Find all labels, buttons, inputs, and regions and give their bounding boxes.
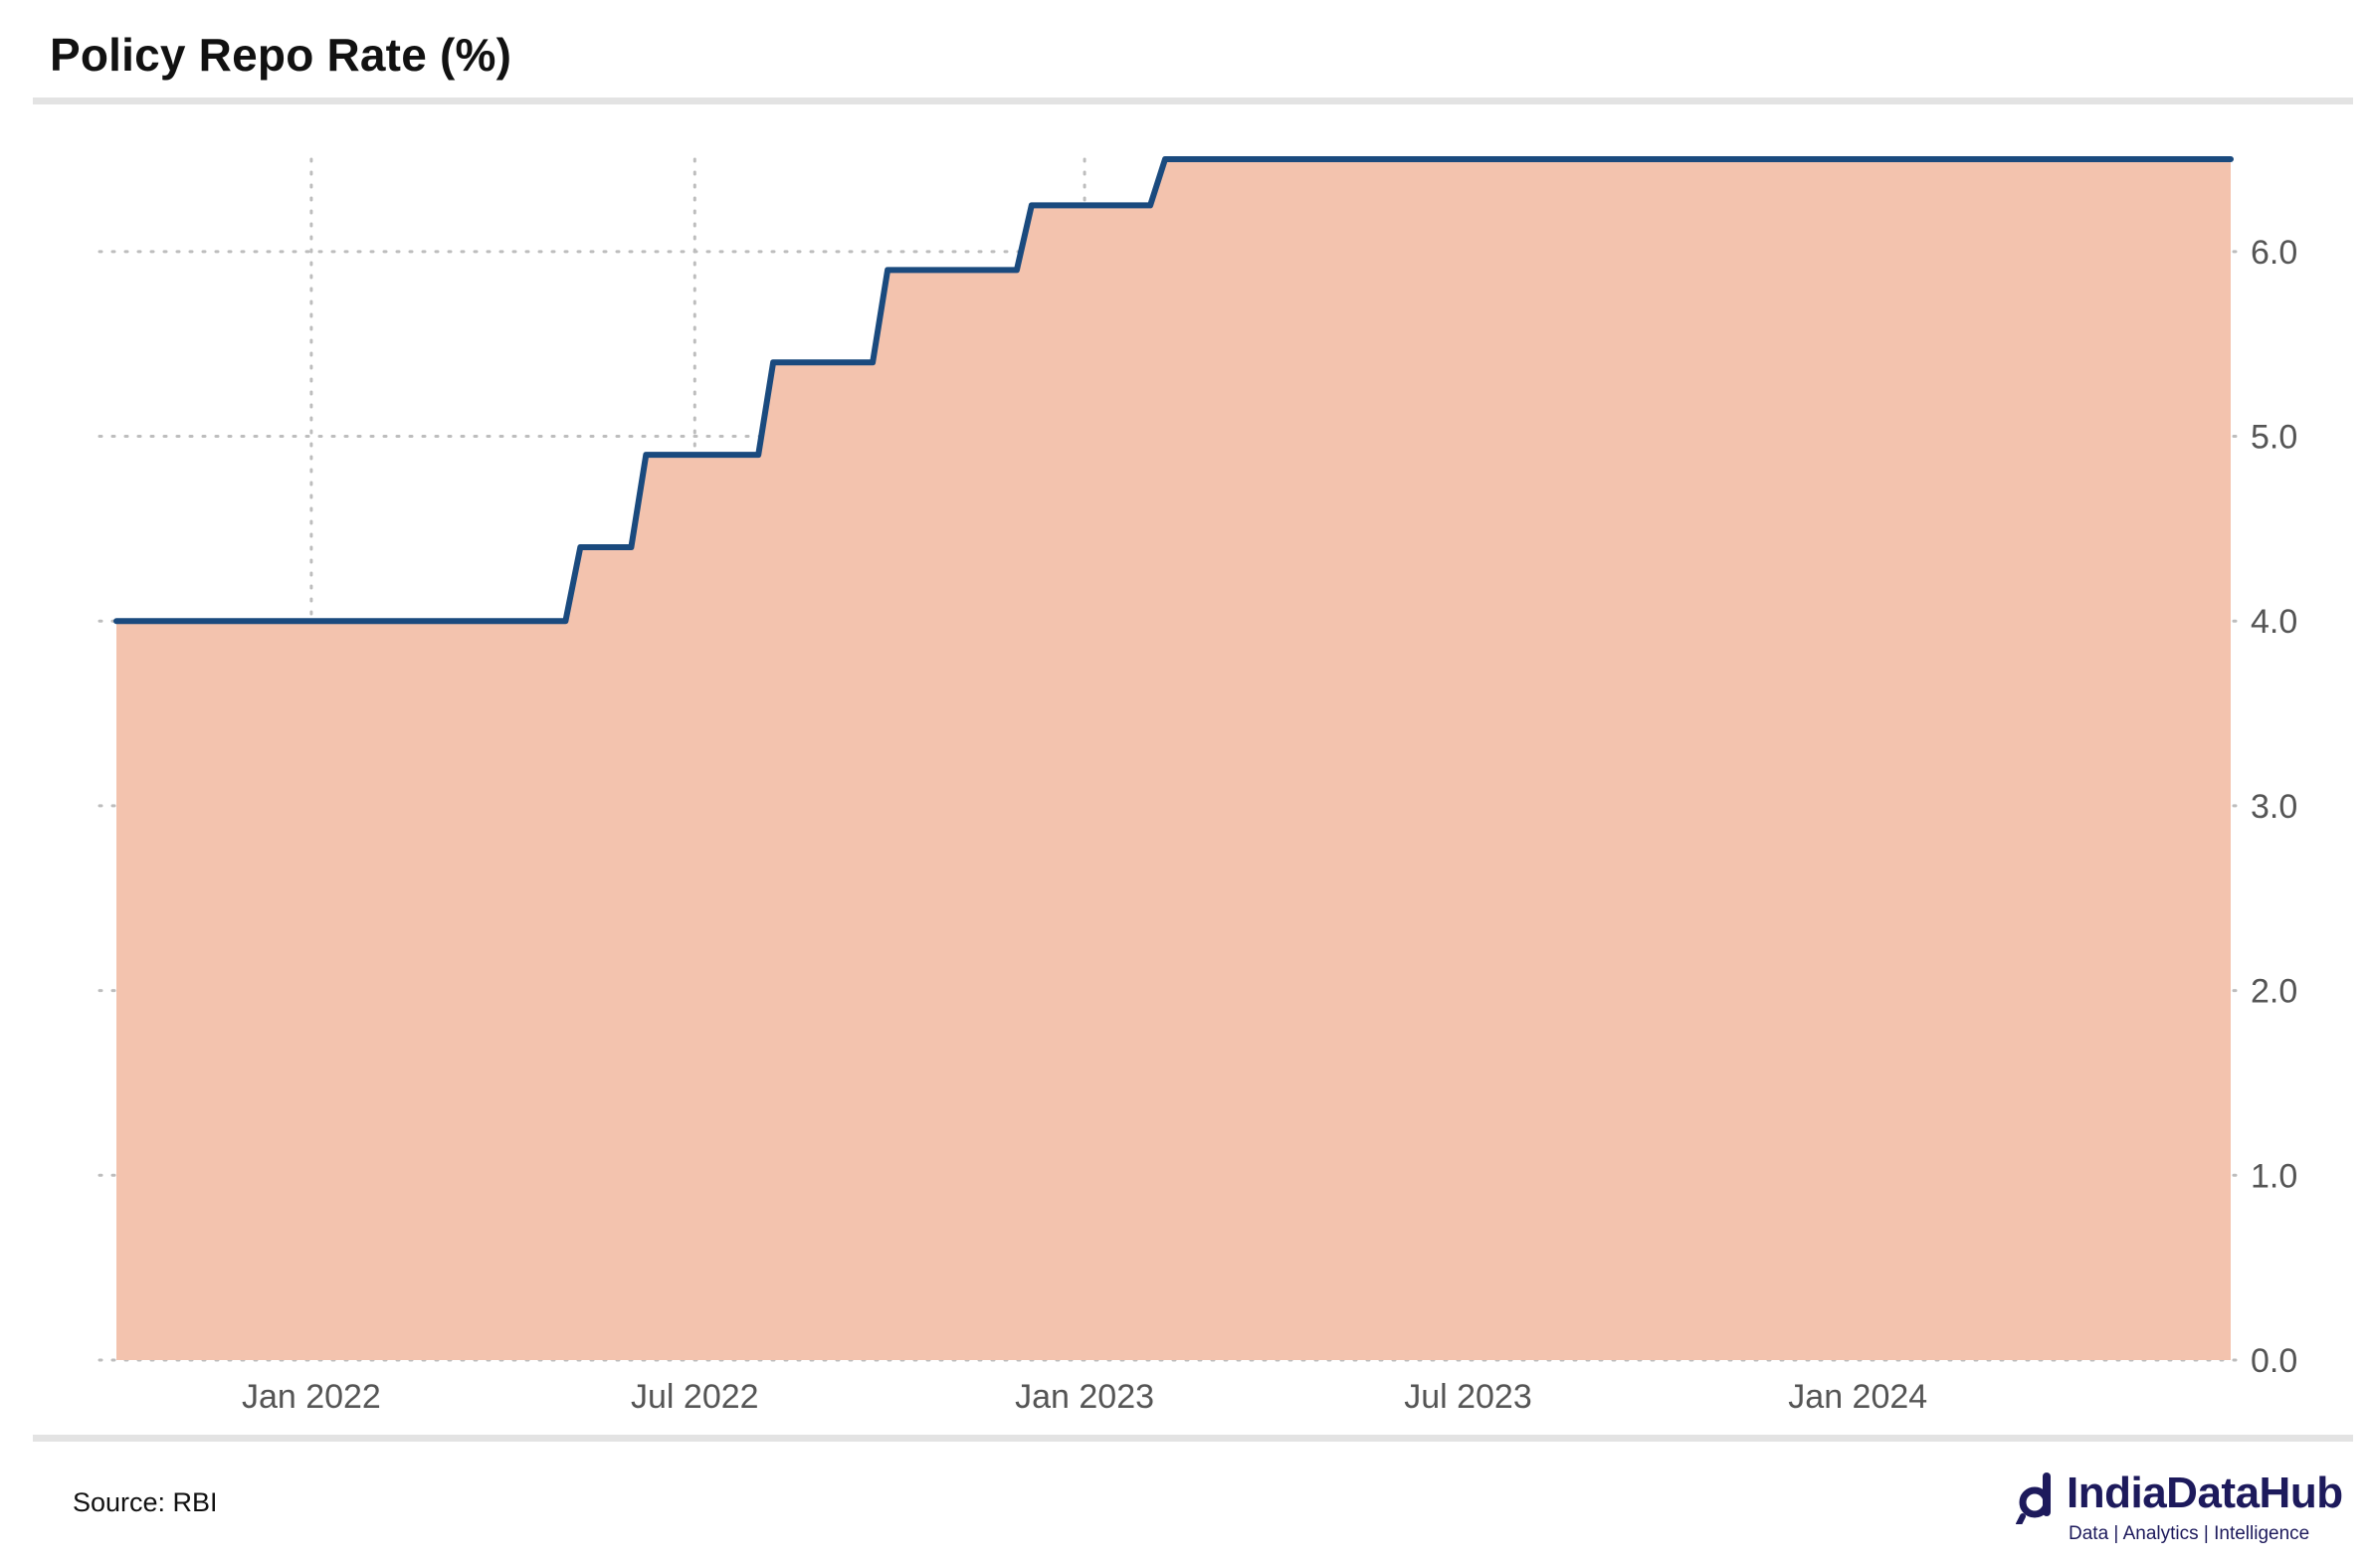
series-area — [116, 159, 2231, 1360]
y-tick-label-2: 2.0 — [2251, 973, 2297, 1011]
series-area-fill-0 — [116, 159, 2231, 1360]
top-divider — [33, 98, 2353, 104]
x-tick-label-1: Jul 2022 — [631, 1378, 759, 1416]
series-line-path-0 — [113, 156, 2234, 625]
logo-mark-icon — [2016, 1472, 2051, 1524]
series-line — [113, 156, 2234, 625]
y-tick-label-6: 6.0 — [2251, 234, 2297, 272]
x-tick-label-0: Jan 2022 — [242, 1378, 381, 1416]
x-tick-label-2: Jan 2023 — [1015, 1378, 1154, 1416]
chart-title: Policy Repo Rate (%) — [50, 29, 512, 81]
brand-logo: IndiaDataHub Data | Analytics | Intellig… — [2015, 1469, 2353, 1548]
logo-tagline: Data | Analytics | Intelligence — [2069, 1523, 2310, 1544]
y-tick-label-3: 3.0 — [2251, 788, 2297, 826]
bottom-divider — [33, 1435, 2353, 1442]
logo-name: IndiaDataHub — [2067, 1469, 2343, 1517]
source-note: Source: RBI — [73, 1487, 218, 1517]
x-tick-label-4: Jan 2024 — [1788, 1378, 1927, 1416]
x-axis-ticks: Jan 2022 Jul 2022 Jan 2023 Jul 2023 Jan 2024 — [242, 1378, 1927, 1416]
y-tick-label-0: 0.0 — [2251, 1342, 2297, 1380]
y-axis-ticks: 0.0 1.0 2.0 3.0 4.0 5.0 6.0 — [2251, 234, 2297, 1380]
x-tick-label-3: Jul 2023 — [1404, 1378, 1532, 1416]
y-tick-label-4: 4.0 — [2251, 603, 2297, 641]
y-tick-label-1: 1.0 — [2251, 1157, 2297, 1195]
y-tick-label-5: 5.0 — [2251, 419, 2297, 457]
